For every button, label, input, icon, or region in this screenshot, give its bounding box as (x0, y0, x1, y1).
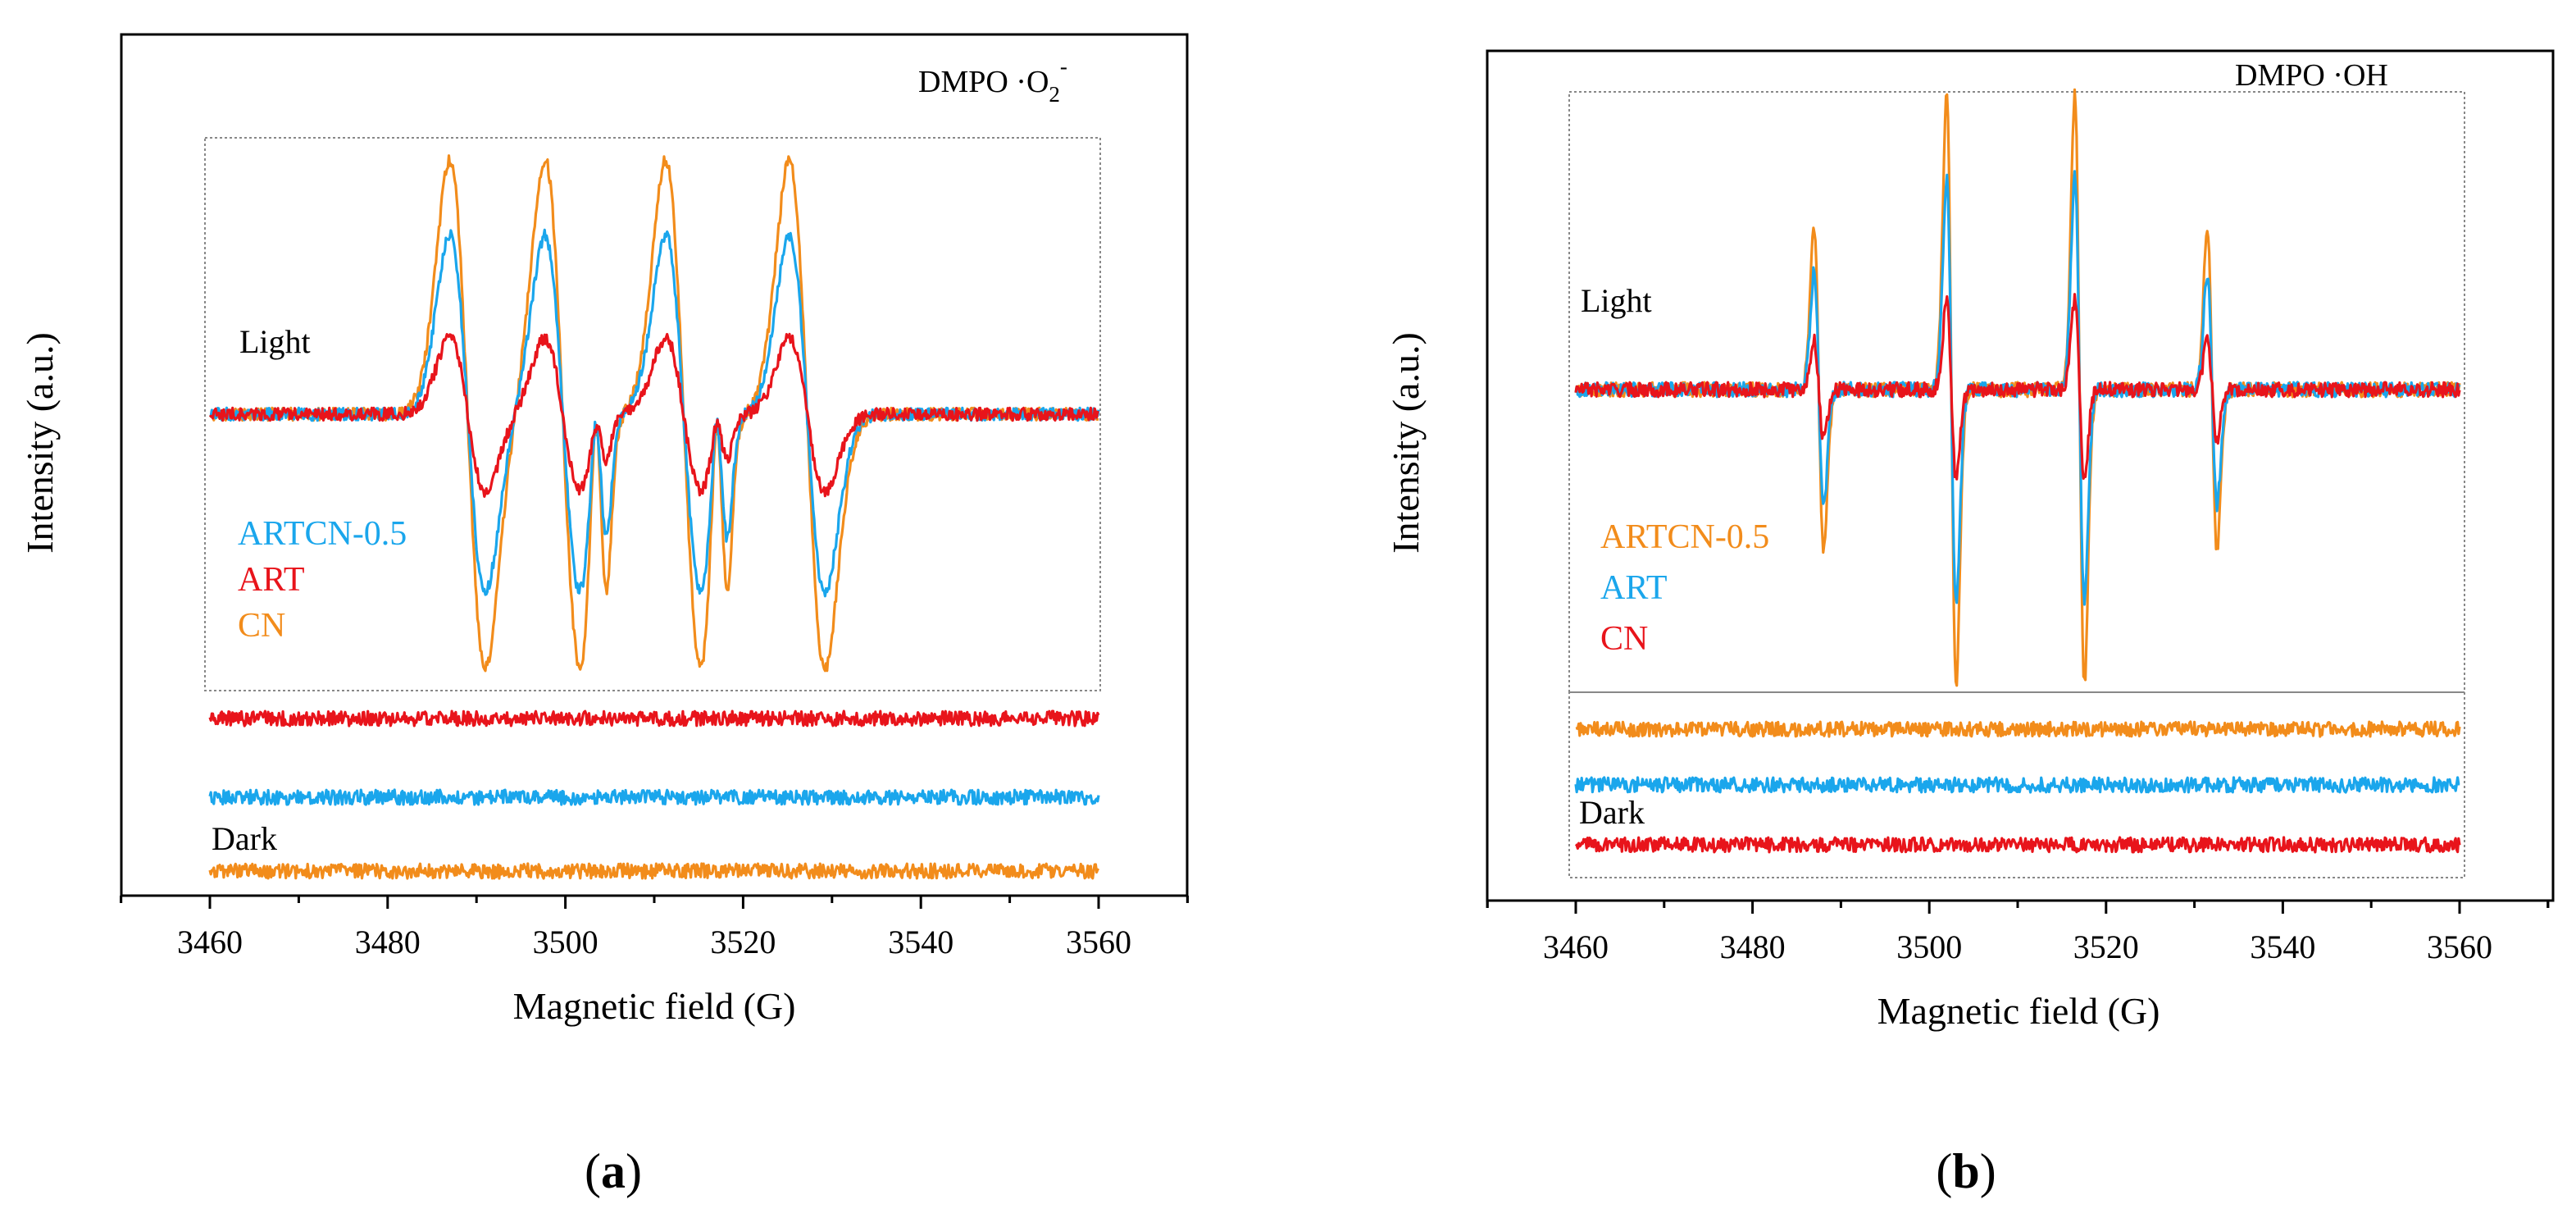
panel-a-xtick-label: 3460 (177, 924, 243, 960)
panel-b-legend-art: ART (1600, 569, 1667, 607)
panel-a-series (208, 154, 1100, 880)
panel-a-ylabel: Intensity (a.u.) (19, 332, 61, 554)
panel-b-ylabel: Intensity (a.u.) (1385, 332, 1427, 554)
panel-b-xtick-label: 3500 (1896, 928, 1962, 965)
panel-b-xtick-label: 3540 (2250, 928, 2315, 965)
panel-a-legend-cn: CN (238, 607, 285, 645)
panel-a-light-inset (204, 137, 1101, 691)
panel-b-legend-artcn: ARTCN-0.5 (1600, 518, 1769, 556)
panel-a-dark-series-artcn-0-5 (208, 788, 1100, 806)
panel-b-legend-cn: CN (1600, 620, 1648, 658)
panel-a-light-series-art (208, 332, 1099, 498)
panel-b-xlabel: Magnetic field (G) (1877, 990, 2160, 1032)
panel-a: 3460 3480 3500 3520 3540 3560 DMPO ·O2- Light… (19, 33, 1189, 1198)
panel-b-xtick-label: 3560 (2427, 928, 2492, 965)
panel-b-light-series-cn (1574, 293, 2461, 481)
panel-b-panel-label: (b) (1936, 1144, 1996, 1198)
panel-b-xtick-label: 3480 (1720, 928, 1786, 965)
panel-a-dark-series-art (208, 709, 1100, 728)
panel-a-xtick-label: 3500 (533, 924, 598, 960)
panel-a-legend-artcn: ARTCN-0.5 (238, 515, 407, 553)
panel-a-panel-label: (a) (585, 1144, 642, 1198)
panel-a-xtick-label: 3520 (710, 924, 776, 960)
panel-b-x-axis: 3460 3480 3500 3520 3540 3560 (1486, 901, 2550, 965)
panel-b-light-label: Light (1581, 282, 1652, 319)
panel-a-x-axis: 3460 3480 3500 3520 3540 3560 (120, 896, 1189, 960)
panel-a-xtick-label: 3540 (888, 924, 953, 960)
panel-b-dark-series-art (1574, 776, 2460, 794)
panel-a-xtick-label: 3480 (355, 924, 421, 960)
panel-b-dark-inset (1568, 691, 2465, 878)
panel-a-xlabel: Magnetic field (G) (513, 985, 796, 1027)
panel-b-dark-label: Dark (1579, 794, 1645, 831)
panel-a-title: DMPO ·O2- (918, 54, 1067, 107)
panel-a-legend-art: ART (238, 561, 304, 599)
panel-a-dark-label: Dark (212, 820, 277, 857)
panel-b: 3460 3480 3500 3520 3540 3560 DMPO ·OH Light … (1385, 49, 2555, 1198)
panel-a-plot-frame (120, 33, 1189, 897)
panel-a-xtick-label: 3560 (1066, 924, 1131, 960)
panel-b-dark-series-cn (1574, 836, 2461, 854)
panel-b-plot-frame (1486, 49, 2555, 902)
panel-a-dark-series-cn (208, 862, 1100, 880)
panel-b-title: DMPO ·OH (2235, 58, 2388, 93)
panel-b-xtick-label: 3460 (1543, 928, 1609, 965)
panel-a-light-label: Light (239, 323, 311, 360)
panel-b-xtick-label: 3520 (2073, 928, 2139, 965)
panel-b-series (1574, 88, 2461, 854)
panel-b-dark-series-artcn-0-5 (1575, 720, 2461, 738)
